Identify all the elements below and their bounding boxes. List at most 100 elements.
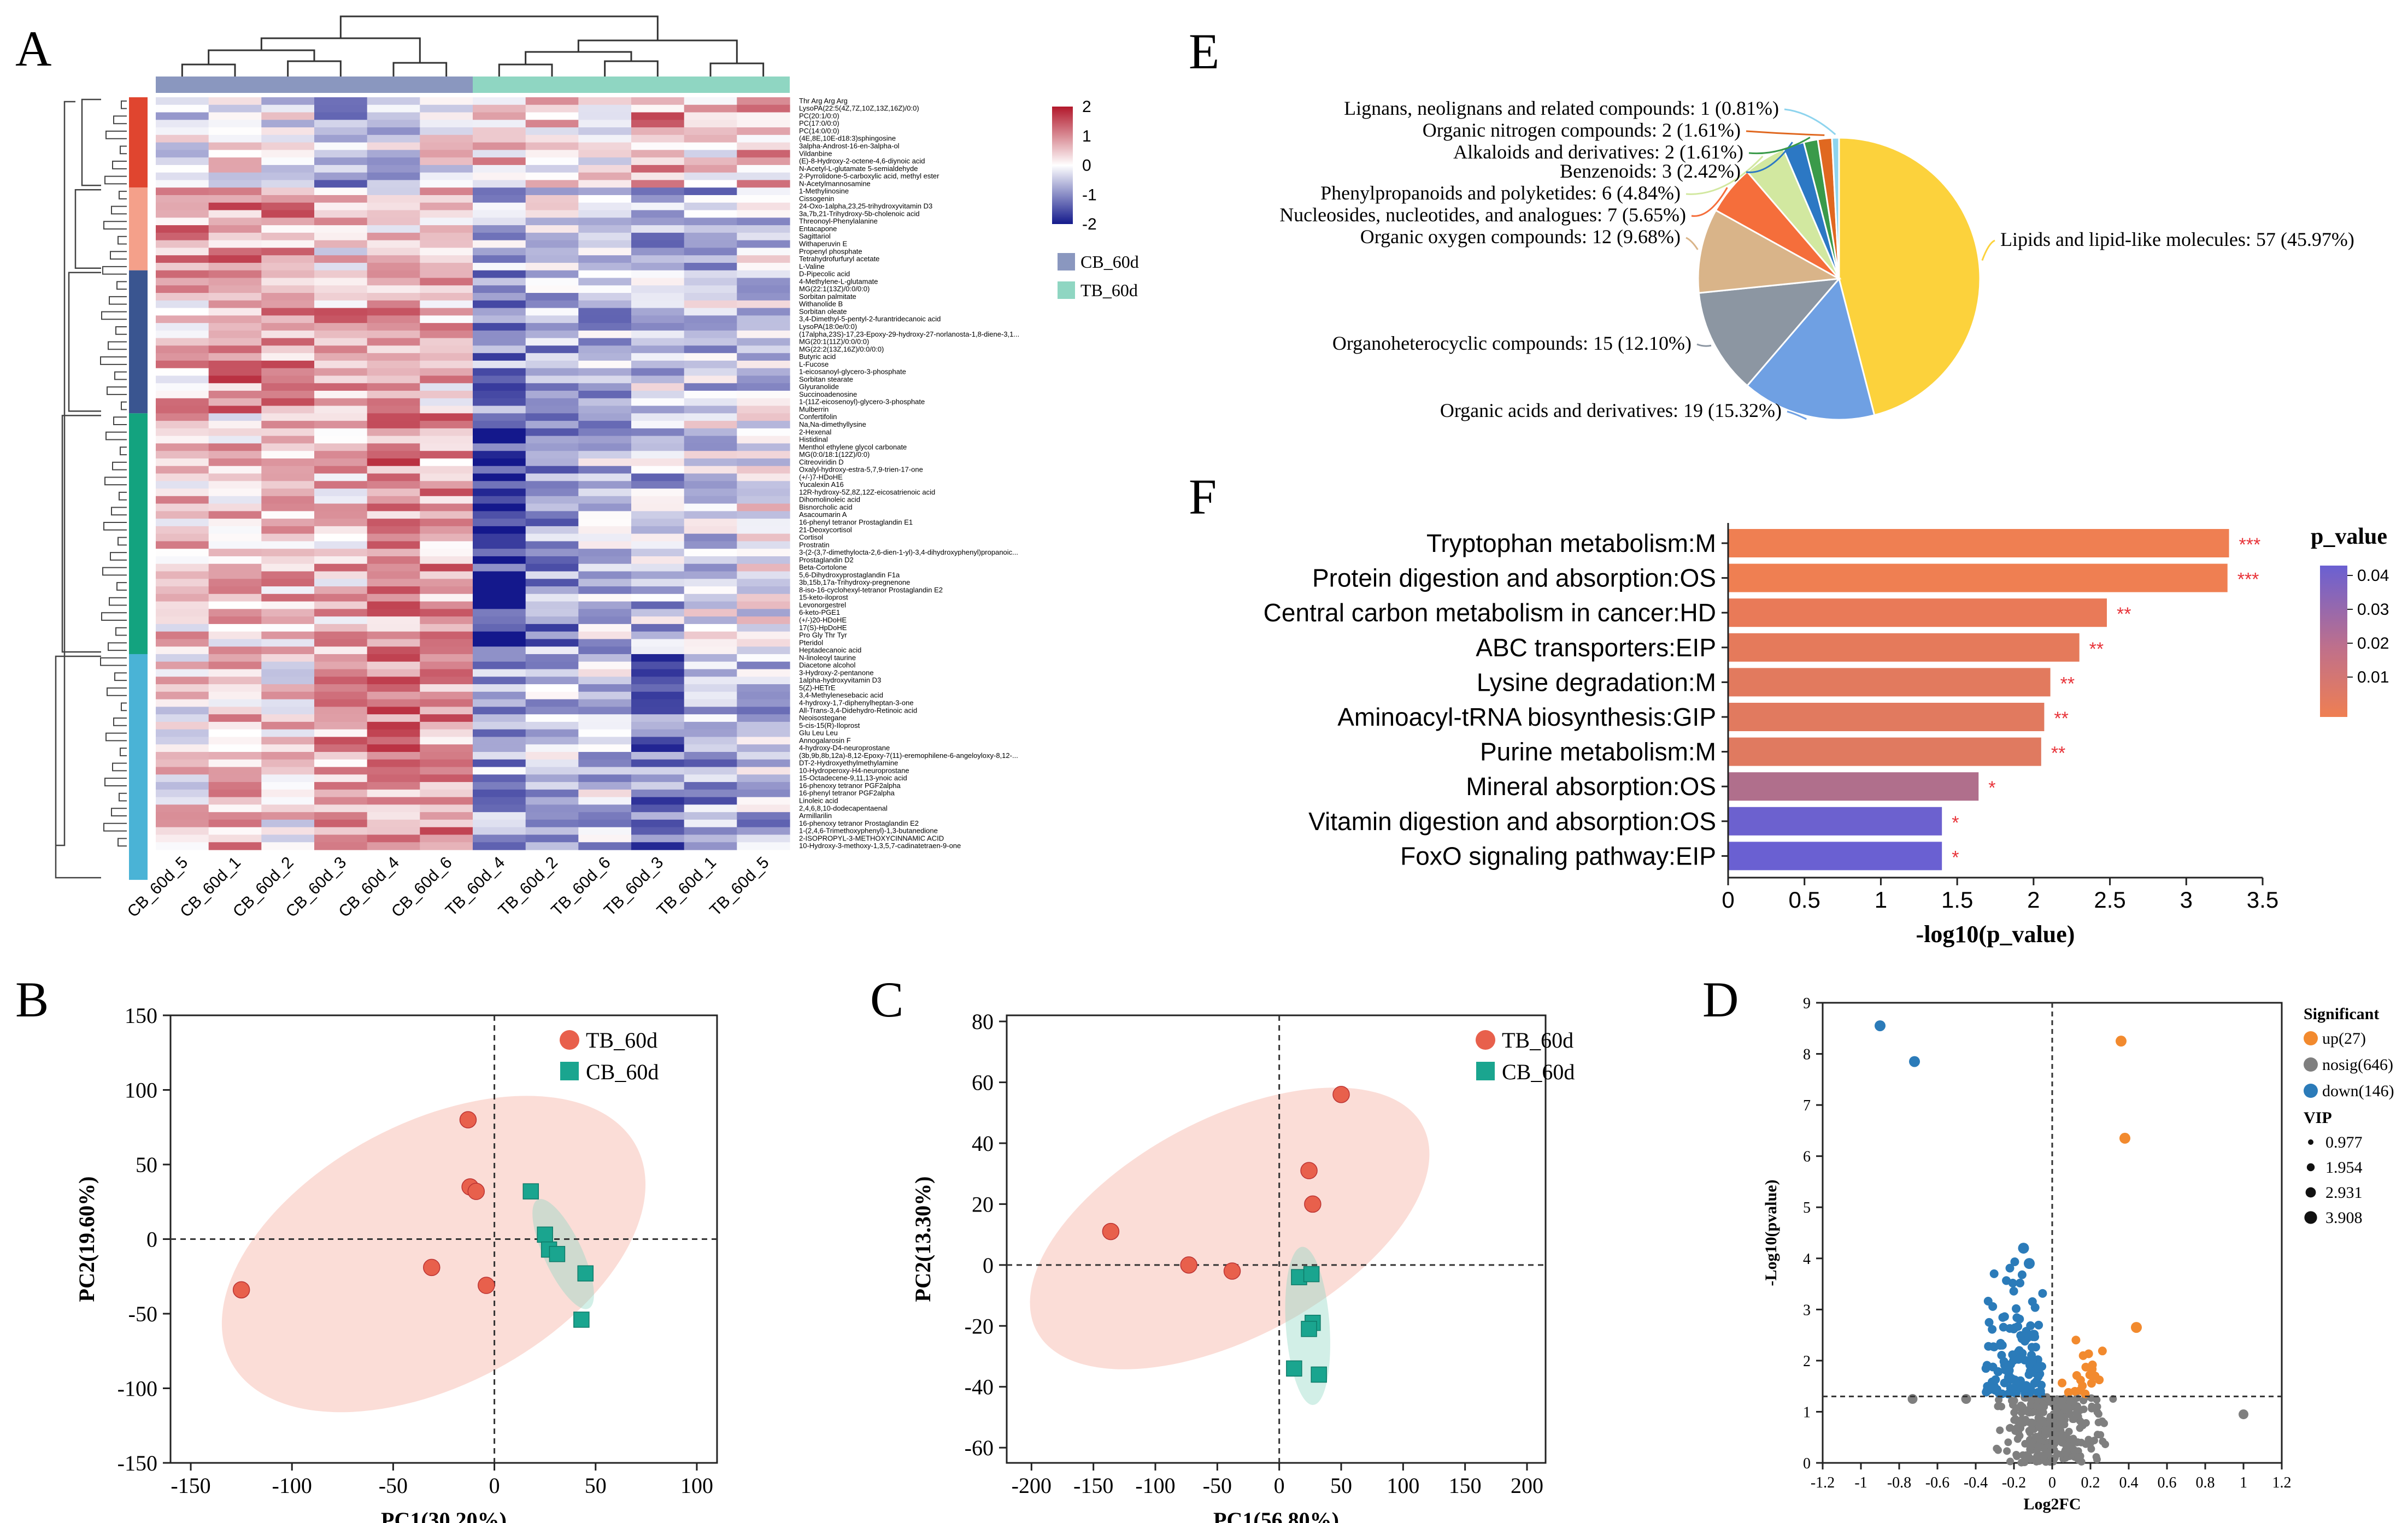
heatmap-cell — [737, 368, 790, 377]
up-point — [2119, 1132, 2130, 1144]
heatmap-cell — [420, 262, 473, 271]
heatmap-cell — [314, 285, 368, 293]
heatmap-cell — [367, 541, 420, 549]
heatmap-cell — [208, 609, 262, 617]
heatmap-cell — [156, 729, 209, 738]
down-point — [2018, 1243, 2029, 1254]
heatmap-row-label: MG(22:2(13Z,16Z)/0:0/0:0) — [799, 345, 884, 353]
heatmap-cell — [473, 767, 526, 775]
heatmap-cell — [684, 646, 737, 655]
x-tick-label: 3 — [2180, 887, 2193, 913]
heatmap-cell — [525, 624, 579, 632]
heatmap-cell — [156, 308, 209, 316]
heatmap-cell — [367, 533, 420, 542]
heatmap-cell — [684, 593, 737, 602]
heatmap-row-label: PC(14:0/0:0) — [799, 127, 839, 135]
heatmap-cell — [737, 466, 790, 474]
nosig-point — [2070, 1415, 2078, 1424]
heatmap-cell — [367, 300, 420, 309]
heatmap-cell — [208, 677, 262, 685]
heatmap-cell — [314, 360, 368, 369]
heatmap-cell — [261, 571, 315, 579]
heatmap-row-label: Cortisol — [799, 533, 823, 542]
heatmap-cell — [314, 187, 368, 196]
heatmap-cell — [525, 391, 579, 399]
nosig-point — [2026, 1440, 2034, 1448]
pie-slice — [1697, 209, 1842, 294]
x-tick-label: -50 — [1203, 1473, 1232, 1498]
heatmap-cell — [314, 609, 368, 617]
heatmap-cell — [684, 609, 737, 617]
heatmap-cell — [367, 744, 420, 752]
heatmap-cell — [737, 519, 790, 527]
nosig-point — [2087, 1445, 2095, 1453]
heatmap-cell — [156, 97, 209, 105]
heatmap-cell — [737, 789, 790, 798]
heatmap-cell — [156, 255, 209, 263]
heatmap-cell — [631, 593, 685, 602]
y-tick-label: 40 — [972, 1131, 994, 1156]
panel-label-c: C — [870, 972, 903, 1027]
down-point — [1989, 1269, 1999, 1278]
heatmap-cell — [314, 405, 368, 414]
heatmap-cell — [208, 556, 262, 564]
nosig-point — [2036, 1420, 2044, 1428]
heatmap-cell — [737, 842, 790, 850]
heatmap-cell — [578, 398, 632, 407]
heatmap-row-label: 4-hydroxy-1,7-diphenylheptan-3-one — [799, 699, 914, 707]
heatmap-cell — [473, 391, 526, 399]
heatmap-cell — [261, 127, 315, 136]
heatmap-cell — [367, 721, 420, 730]
heatmap-cell — [208, 729, 262, 738]
heatmap-cell — [208, 458, 262, 467]
heatmap-row-label: Butyric acid — [799, 352, 836, 361]
row-dendrogram-branch — [112, 762, 127, 772]
heatmap-cell — [208, 405, 262, 414]
heatmap-cell — [684, 421, 737, 429]
heatmap-cell — [631, 601, 685, 609]
heatmap-row-label: (4E,8E,10E-d18:3)sphingosine — [799, 134, 896, 143]
heatmap-row-label: Mulberrin — [799, 405, 829, 414]
heatmap-cell — [737, 707, 790, 715]
heatmap-cell — [578, 360, 632, 369]
heatmap-cell — [261, 563, 315, 572]
heatmap-row-label: LysoPA(18:0e/0:0) — [799, 322, 857, 331]
heatmap-cell — [684, 639, 737, 647]
heatmap-cell — [367, 609, 420, 617]
column-dendrogram-branch — [525, 51, 632, 64]
heatmap-row-label: 10-Hydroxy-3-methoxy-1,3,5,7-cadinatetra… — [799, 842, 961, 850]
heatmap-cell — [737, 97, 790, 105]
down-point — [2000, 1312, 2009, 1321]
heatmap-cell — [314, 240, 368, 248]
heatmap-cell — [208, 345, 262, 354]
heatmap-cell — [261, 195, 315, 203]
x-tick-label: 2 — [2027, 887, 2040, 913]
heatmap-cell — [631, 120, 685, 128]
heatmap-cell — [684, 270, 737, 279]
heatmap-row-label: Asacoumarin A — [799, 510, 847, 519]
heatmap-cell — [261, 383, 315, 391]
nosig-point — [2022, 1418, 2030, 1426]
heatmap-cell — [367, 187, 420, 196]
heatmap-cell — [737, 210, 790, 218]
heatmap-cell — [420, 737, 473, 745]
heatmap-cell — [525, 345, 579, 354]
heatmap-cell — [578, 571, 632, 579]
heatmap-cell — [578, 172, 632, 181]
heatmap-cell — [156, 345, 209, 354]
nosig-point — [2094, 1419, 2102, 1427]
heatmap-cell — [420, 654, 473, 662]
heatmap-cell — [156, 774, 209, 783]
heatmap-row-label: Levonorgestrel — [799, 601, 846, 609]
pie-panel-e: Lipids and lipid-like molecules: 57 (45.… — [1279, 97, 2354, 421]
heatmap-cell — [473, 262, 526, 271]
heatmap-cell — [525, 714, 579, 722]
heatmap-cell — [367, 774, 420, 783]
y-tick-label: 9 — [1803, 995, 1811, 1012]
heatmap-cell — [684, 661, 737, 670]
volcano-panel-d: -1.2 -1 -0.8 -0.6 -0.4 -0.2 0 0.2 0.4 0.6 0.8 1 1.29… — [1762, 995, 2394, 1513]
heatmap-row-label: Prostratin — [799, 540, 830, 549]
heatmap-cell — [367, 631, 420, 640]
heatmap-cell — [737, 503, 790, 511]
row-dendrogram-branch — [108, 642, 127, 651]
